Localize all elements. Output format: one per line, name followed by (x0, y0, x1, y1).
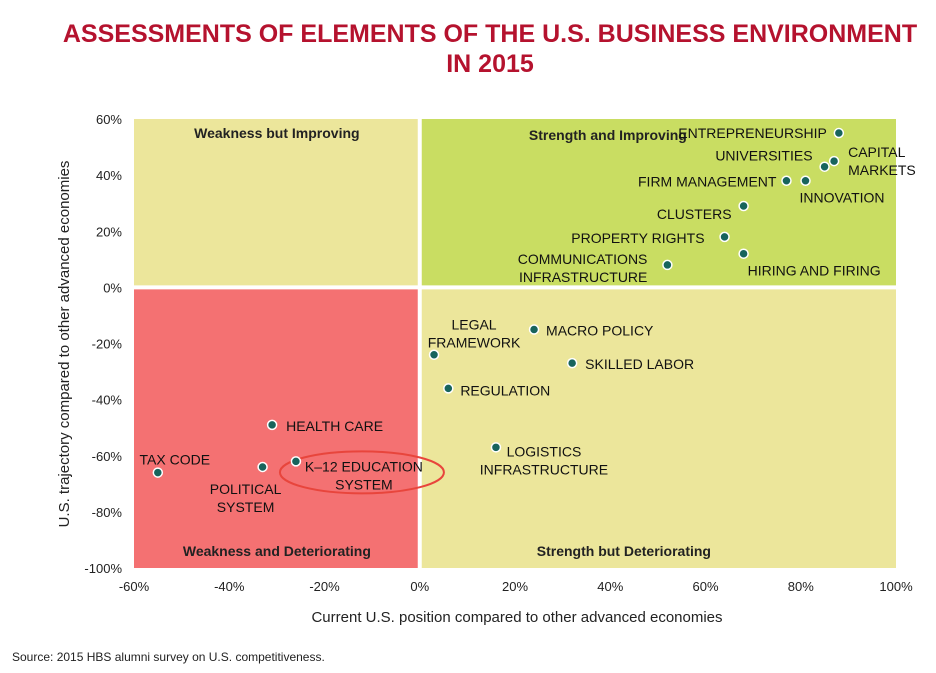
point-label-regulation: REGULATION (460, 382, 550, 398)
source-note: Source: 2015 HBS alumni survey on U.S. c… (12, 650, 325, 664)
point-label-clusters: CLUSTERS (657, 206, 732, 222)
x-tick-label: 40% (597, 579, 623, 594)
point-property-rights (719, 231, 730, 243)
point-label-macro-policy: MACRO POLICY (546, 322, 654, 338)
point-label-tax-code: TAX CODE (140, 452, 211, 468)
point-k-12-education-system (290, 456, 302, 467)
quadrant-top-left (134, 119, 420, 288)
point-firm-management (781, 175, 792, 186)
point-universities (819, 161, 830, 172)
y-axis-label: U.S. trajectory compared to other advanc… (56, 161, 73, 528)
point-logistics-infrastructure (490, 442, 502, 453)
x-tick-label: 60% (692, 579, 718, 594)
quadrant-label-bottom-left: Weakness and Deteriorating (183, 543, 371, 559)
point-label-k-12-education-system: K–12 EDUCATION SYSTEM (305, 458, 423, 492)
point-regulation (443, 383, 454, 394)
point-legal-framework (428, 349, 440, 360)
point-communications-infrastructure (662, 259, 673, 271)
x-tick-label: -40% (214, 579, 245, 594)
point-macro-policy (528, 324, 540, 335)
y-tick-label: -100% (84, 561, 122, 576)
point-label-legal-framework: LEGAL FRAMEWORK (428, 317, 521, 351)
x-tick-label: 0% (410, 579, 429, 594)
y-tick-label: 0% (103, 280, 122, 295)
y-tick-label: 40% (96, 168, 122, 183)
x-tick-label: -20% (309, 579, 340, 594)
x-axis-label: Current U.S. position compared to other … (311, 609, 722, 626)
chart-title: ASSESSMENTS OF ELEMENTS OF THE U.S. BUSI… (63, 20, 917, 48)
highlight-ring (278, 450, 445, 495)
point-label-communications-infrastructure: COMMUNICATIONS INFRASTRUCTURE (518, 251, 648, 285)
plot-area: Weakness but Improving Strength and Impro… (84, 112, 915, 594)
point-label-political-system: POLITICAL SYSTEM (210, 481, 282, 515)
point-clusters (738, 200, 749, 212)
y-tick-label: -60% (92, 449, 123, 464)
quadrant-label-top-left: Weakness but Improving (194, 125, 359, 141)
point-health-care (266, 419, 278, 431)
point-entrepreneurship (833, 127, 845, 139)
point-political-system (257, 461, 268, 473)
point-label-firm-management: FIRM MANAGEMENT (638, 174, 777, 190)
point-label-universities: UNIVERSITIES (715, 148, 812, 164)
quadrant-bottom-right (419, 287, 896, 568)
y-tick-label: 20% (96, 224, 122, 239)
point-skilled-labor (566, 357, 578, 369)
chart-title-line2: IN 2015 (446, 50, 534, 78)
point-label-hiring-and-firing: HIRING AND FIRING (748, 263, 881, 279)
y-tick-label: 60% (96, 112, 122, 127)
x-tick-label: -60% (119, 579, 150, 594)
point-label-skilled-labor: SKILLED LABOR (585, 356, 694, 372)
y-tick-label: -20% (92, 337, 123, 352)
point-hiring-and-firing (738, 248, 749, 259)
x-tick-label: 80% (788, 579, 814, 594)
y-tick-label: -40% (92, 393, 123, 408)
quadrant-bottom-left (134, 287, 420, 568)
x-tick-label: 100% (879, 579, 913, 594)
point-label-capital-markets: CAPITAL MARKETS (848, 144, 916, 178)
y-tick-label: -80% (92, 505, 123, 520)
point-capital-markets (828, 155, 840, 167)
quadrant-top-right (419, 119, 896, 288)
point-label-property-rights: PROPERTY RIGHTS (571, 230, 704, 246)
quadrant-label-top-right: Strength and Improving (529, 127, 687, 143)
quadrant-label-bottom-right: Strength but Deteriorating (537, 543, 711, 559)
point-label-innovation: INNOVATION (800, 190, 885, 206)
point-tax-code (152, 467, 164, 478)
point-innovation (800, 175, 811, 186)
point-label-entrepreneurship: ENTREPRENEURSHIP (678, 125, 827, 141)
point-label-health-care: HEALTH CARE (286, 418, 383, 434)
x-tick-label: 20% (502, 579, 528, 594)
point-label-logistics-infrastructure: LOGISTICS INFRASTRUCTURE (480, 443, 608, 477)
